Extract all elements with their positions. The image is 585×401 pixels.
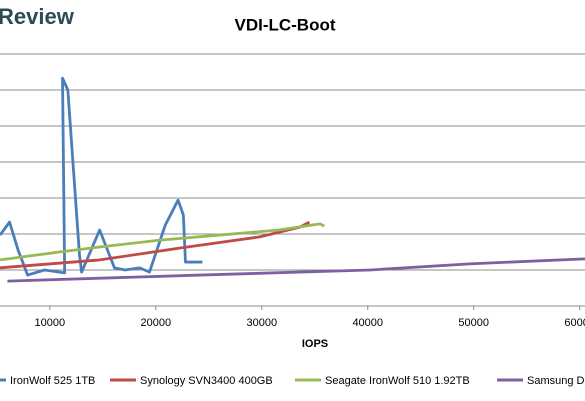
chart-title: VDI-LC-Boot [234, 15, 335, 34]
legend-label: Samsung D [527, 375, 585, 387]
x-axis-title: IOPS [302, 338, 328, 350]
legend-label: IronWolf 525 1TB [10, 375, 95, 387]
series-line [0, 222, 325, 262]
x-tick-label: 10000 [35, 317, 66, 329]
series-line [0, 76, 203, 277]
x-tick-label: 60000 [564, 317, 585, 329]
logo-text: Review [0, 4, 75, 29]
series-line [7, 257, 585, 283]
legend-label: Seagate IronWolf 510 1.92TB [325, 375, 470, 387]
x-tick-label: 50000 [458, 317, 489, 329]
x-tick-label: 20000 [140, 317, 171, 329]
x-tick-label: 40000 [352, 317, 383, 329]
x-tick-label: 30000 [246, 317, 277, 329]
legend-label: Synology SVN3400 400GB [140, 375, 273, 387]
series-line [0, 220, 311, 270]
